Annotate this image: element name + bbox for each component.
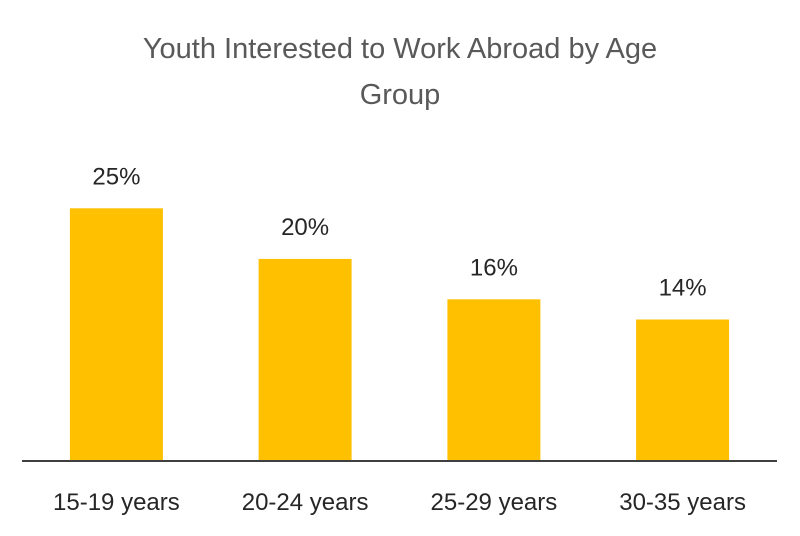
bar-4: [636, 319, 730, 461]
data-label-4: 14%: [659, 275, 707, 302]
chart-title-line-1: Youth Interested to Work Abroad by Age: [142, 33, 658, 65]
data-label-1: 25%: [92, 163, 140, 190]
chart-title: Youth Interested to Work Abroad by Age G…: [0, 26, 800, 118]
x-tick-label-3: 25-29 years: [431, 489, 558, 516]
bar-2: [258, 258, 352, 461]
x-tick-label-2: 20-24 years: [242, 489, 369, 516]
x-tick-label-1: 15-19 years: [53, 489, 180, 516]
data-label-3: 16%: [470, 254, 518, 281]
chart-title-line-2: Group: [359, 79, 441, 111]
bar-1: [69, 208, 163, 461]
bar-3: [447, 299, 541, 461]
x-tick-label-4: 30-35 years: [619, 489, 746, 516]
data-label-2: 20%: [281, 214, 329, 241]
